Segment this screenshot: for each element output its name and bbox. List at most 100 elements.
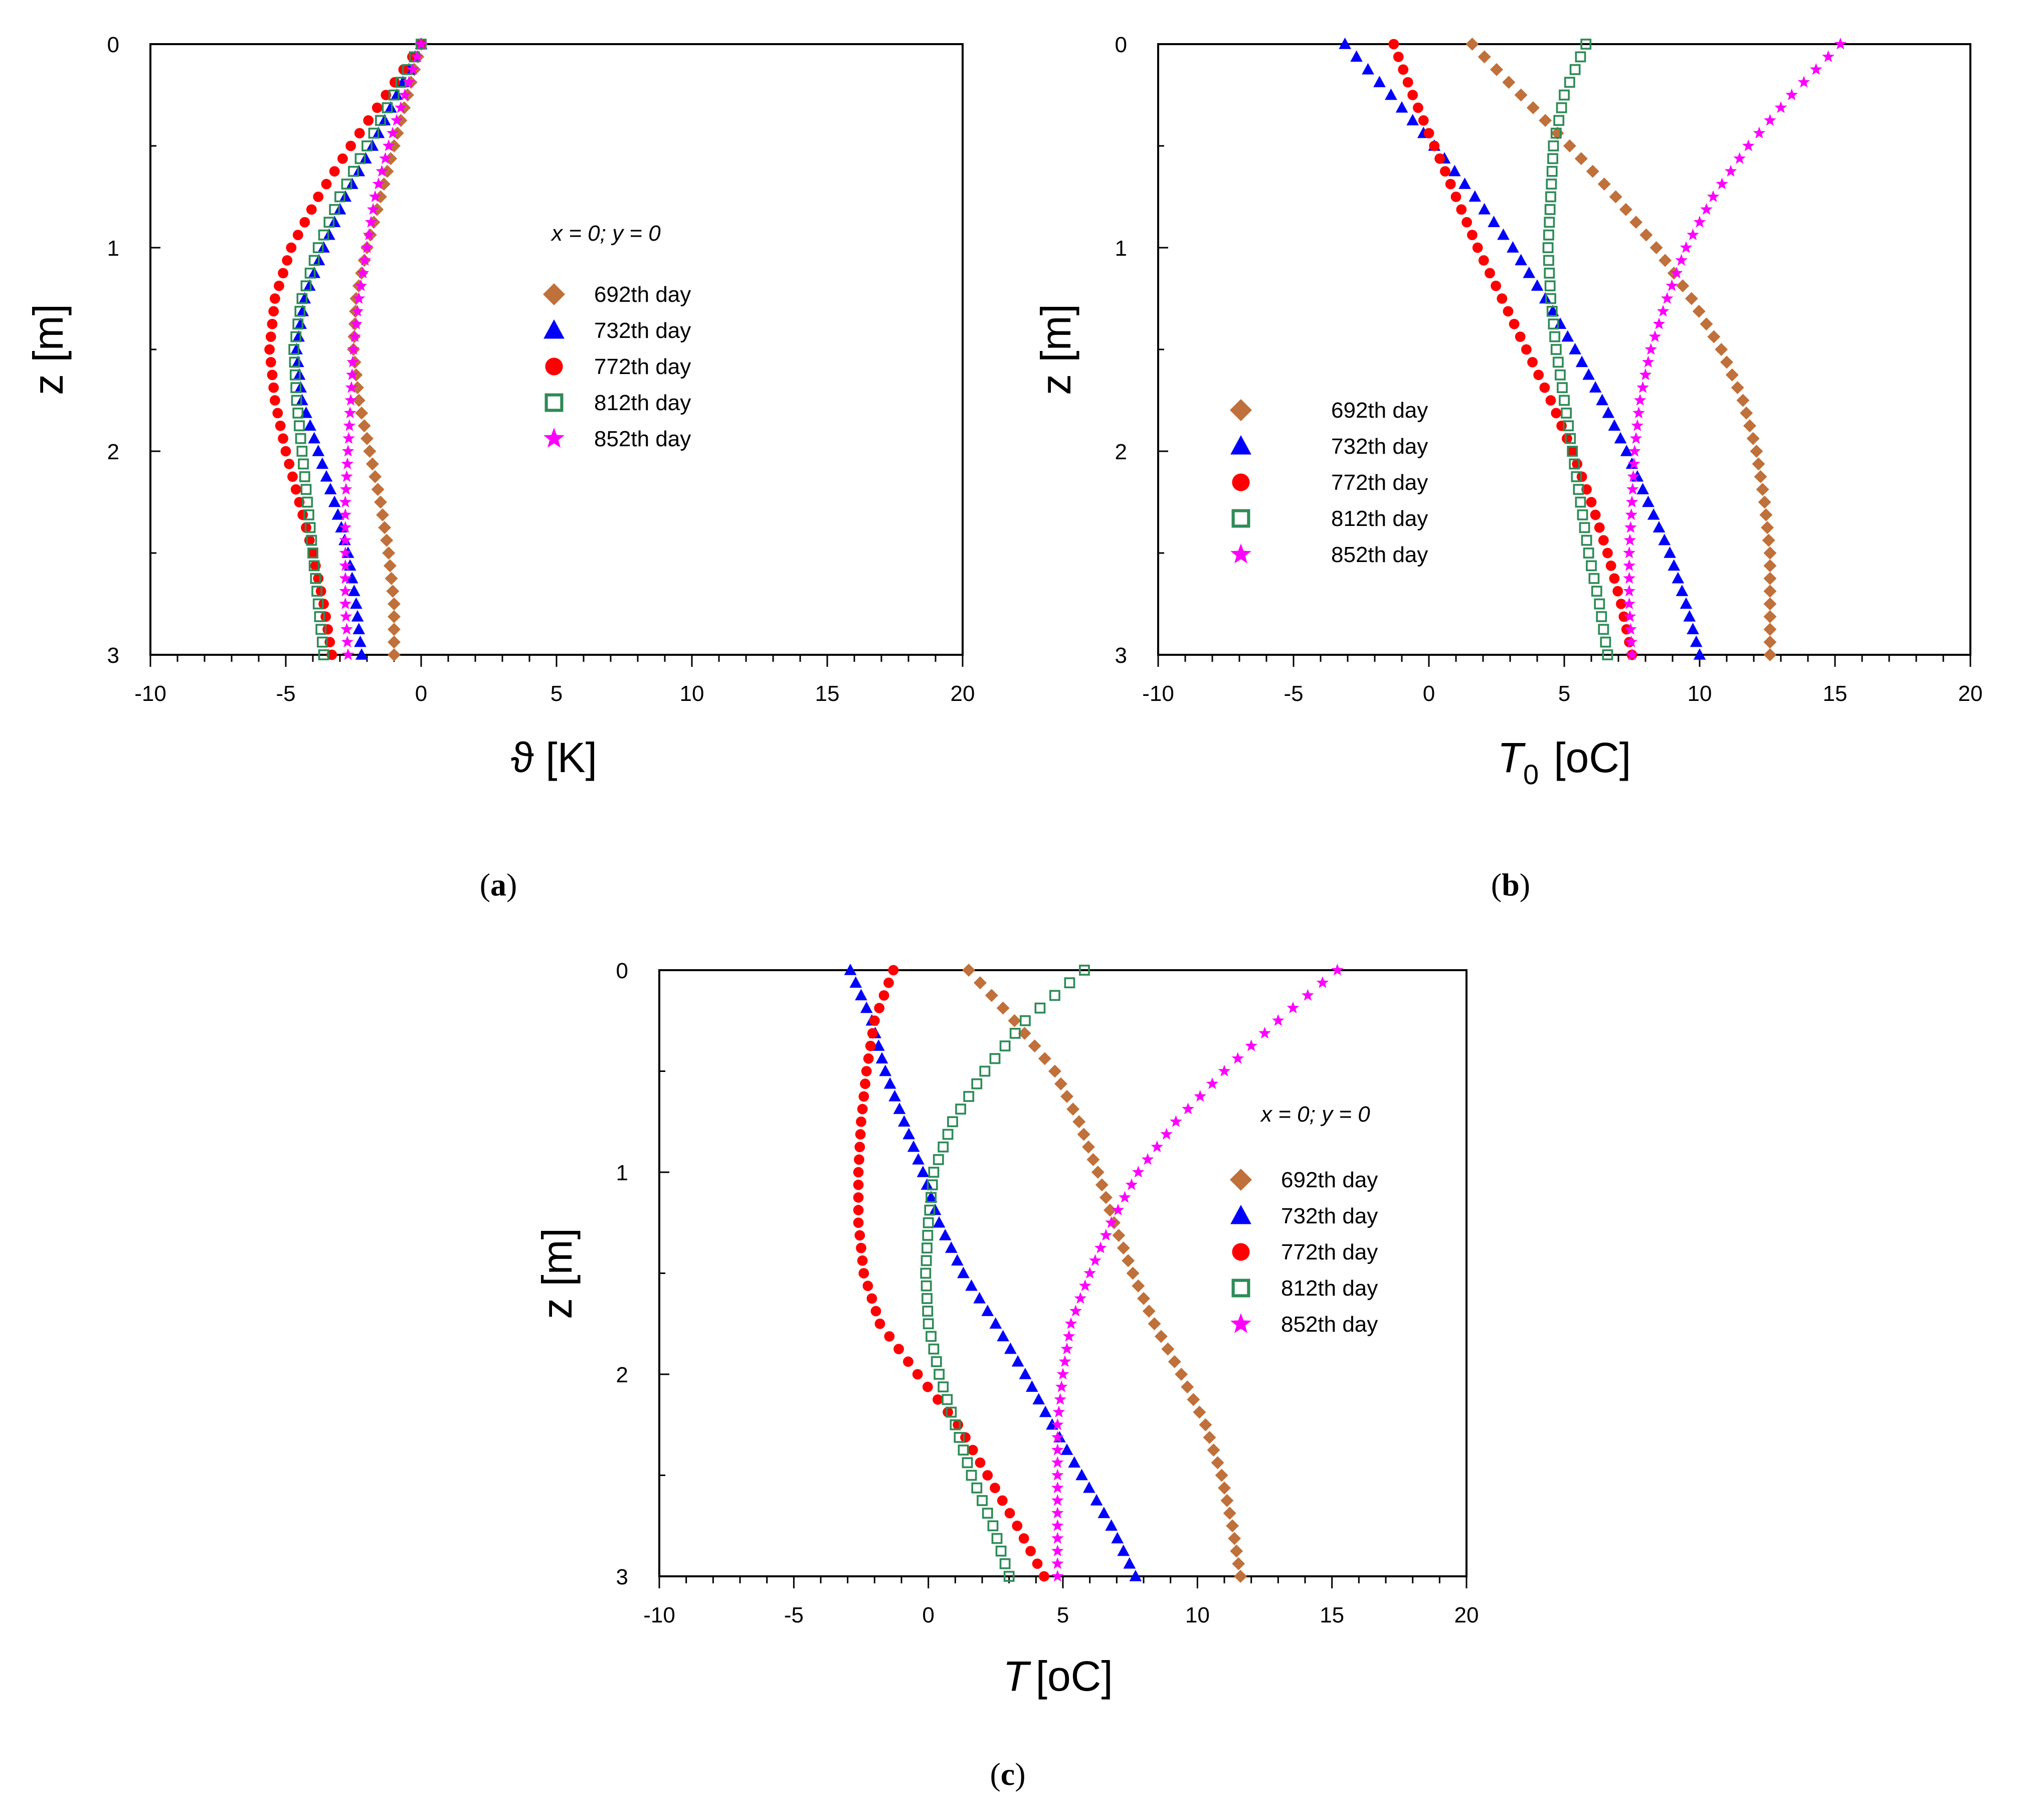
panel-b-data-point [1716,177,1728,190]
panel-b-data-point [1575,496,1586,508]
panel-b-data-point [1693,648,1706,660]
panel-c-data-point [860,1001,873,1013]
panel-b-label: (b) [1491,867,1530,902]
panel-a-data-point [312,445,325,456]
panel-c-data-point [1018,1533,1029,1544]
panel-c-data-point [933,1394,943,1405]
panel-c-data-point [1004,1342,1017,1354]
panel-c-data-point [854,1142,865,1153]
panel-c-data-point [1082,1481,1095,1493]
panel-c-data-point [997,1330,1009,1342]
panel-a-data-point [315,624,327,635]
panel-c-x-tick-label: -10 [643,1603,675,1627]
panel-a-data-point [344,394,357,406]
panel-c-data-point [1287,1001,1300,1014]
panel-b-x-tick-label: -5 [1283,681,1303,706]
panel-a-data-point [298,458,309,470]
panel-b-data-point [1629,432,1642,444]
panel-c-data-point [893,1344,904,1355]
panel-a-data-point [290,343,303,354]
panel-b-series-852th-day [1623,38,1847,660]
panel-b-data-point [1797,76,1810,88]
panel-c-data-point [866,1293,877,1304]
panel-c-data-point [1062,1330,1075,1342]
panel-a-data-point [386,585,400,598]
panel-c-data-point [1126,1266,1140,1280]
panel-b-data-point [1448,164,1461,176]
panel-c-data-point [1008,1014,1021,1027]
panel-b-legend-entry: 852th day [1331,542,1428,567]
panel-a-data-point [334,191,345,203]
panel-b-data-point [1649,241,1663,254]
panel-c-data-point [883,1077,896,1089]
panel-a-data-point [311,586,323,597]
panel-a-data-point [326,649,337,660]
panel-c-data-point [1060,1342,1073,1355]
panel-c-data-point [1018,1026,1031,1040]
panel-b-data-point [1743,419,1756,433]
panel-a: -10 -5 0 5 10 15 20 0 1 2 3 z [m] ϑ [K] x = 0; y = 0 6… [25,33,975,902]
panel-a-data-point [321,178,332,190]
panel-c-data-point [853,1205,864,1215]
panel-a-data-point [329,204,340,215]
panel-c-data-point [1051,1507,1064,1519]
panel-c-data-point [1094,1241,1107,1253]
panel-c-data-point [933,1216,946,1228]
panel-b-data-point [1625,635,1637,648]
panel-a-data-point [314,611,325,622]
panel-b-data-point [1594,598,1605,610]
panel-b-data-point [1573,484,1584,495]
panel-b-data-point [1393,51,1404,62]
panel-c-legend-marker [1230,1205,1251,1224]
panel-b-data-point [1553,115,1565,126]
panel-a-data-point [388,610,401,623]
panel-b-data-point [1564,77,1575,88]
panel-c-data-point [922,1293,933,1304]
panel-b-y-tick-label: 3 [1115,643,1127,668]
panel-b-series-692th-day [1465,38,1777,661]
panel-a-data-point [346,355,359,368]
panel-b-data-point [1680,597,1693,609]
panel-b-data-point [1619,203,1632,216]
panel-c-x-tick-label: 20 [1454,1603,1479,1627]
panel-b-data-point [1653,521,1666,532]
panel-b-x-tick-label: 0 [1423,681,1435,706]
panel-c-data-point [1019,1368,1032,1379]
panel-a-data-point [415,38,428,50]
panel-b-data-point [1549,331,1561,342]
panel-a-data-point [354,153,366,164]
panel-c-data-point [1123,1557,1136,1569]
panel-b-data-point [1552,356,1564,368]
panel-c-data-point [1105,1216,1118,1228]
panel-c-data-point [942,1129,954,1140]
panel-c-data-point [962,964,976,977]
panel-b-data-point [1402,77,1413,88]
panel-a-data-point [368,127,380,139]
panel-b-data-point [1624,521,1637,533]
panel-a-data-point [379,152,392,164]
panel-b-data-point [1526,101,1540,114]
panel-b-data-point [1509,318,1520,329]
panel-b-data-point [1413,102,1423,113]
panel-c-legend-marker [1230,1313,1251,1333]
panel-a-data-point [341,635,354,648]
panel-a-data-point [300,280,312,292]
panel-b-x-axis-unit: [oC] [1554,734,1631,781]
panel-c-data-point [1051,1456,1064,1468]
panel-a-data-point [290,484,301,495]
panel-b-data-point [1407,90,1418,100]
panel-a-y-tick-label: 0 [107,33,119,57]
panel-b-data-point [1753,126,1766,139]
panel-b-data-point [1478,50,1491,64]
panel-b-data-point [1733,152,1746,164]
panel-b-data-point [1693,216,1706,228]
panel-a-data-point [294,420,305,432]
panel-b-data-point [1523,266,1536,278]
panel-b-data-point [1612,586,1623,597]
panel-b-data-point [1563,420,1574,432]
panel-a-data-point [294,497,305,507]
panel-b-legend-marker [1230,543,1251,564]
panel-b-series-812th-day [1542,39,1613,660]
panel-c-data-point [925,1191,938,1203]
